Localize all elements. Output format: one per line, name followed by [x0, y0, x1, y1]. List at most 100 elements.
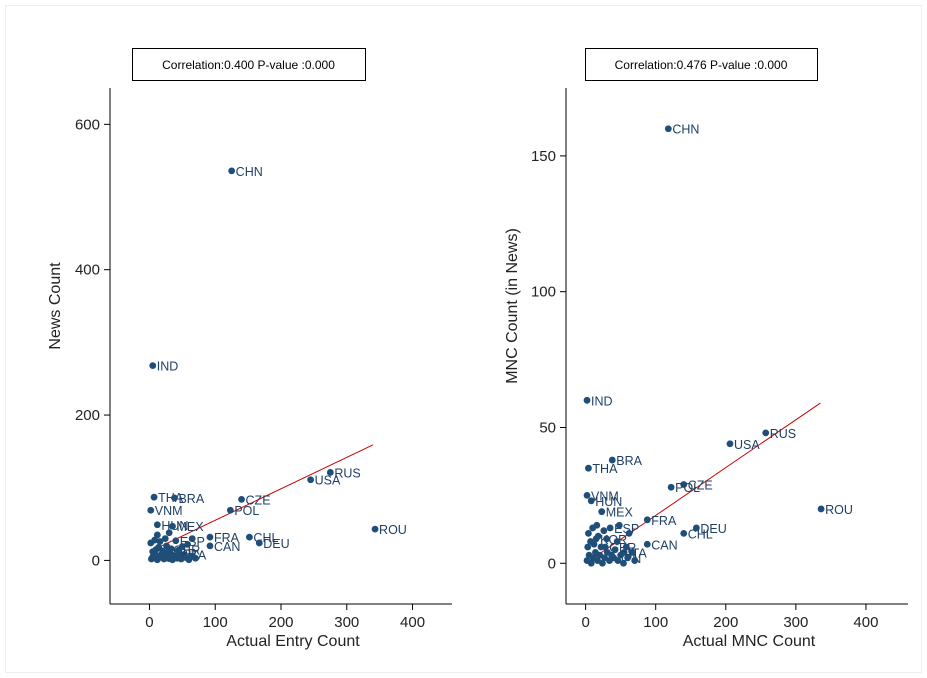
- data-point: [664, 125, 672, 133]
- point-label: CHN: [236, 165, 263, 179]
- data-point: [255, 539, 263, 547]
- data-point: [817, 505, 825, 513]
- point-label: CZE: [246, 493, 271, 507]
- data-point: [600, 527, 608, 535]
- point-label: MEX: [176, 520, 204, 534]
- data-point: [161, 535, 169, 542]
- data-point: [590, 540, 598, 548]
- data-point: [617, 551, 625, 559]
- data-point: [587, 559, 595, 567]
- data-point: [597, 543, 605, 551]
- data-point: [611, 546, 619, 554]
- data-point: [167, 545, 175, 553]
- x-tick-label: 0: [581, 614, 589, 631]
- correlation-box: [585, 48, 818, 81]
- point-label: HUN: [595, 495, 622, 509]
- point-label: POL: [675, 481, 700, 495]
- data-point: [371, 525, 379, 533]
- data-point: [307, 476, 314, 484]
- panel-1: 0 100 200 300 400 0 200 400 600 Actual Entry Coun…: [47, 48, 452, 650]
- data-point: [159, 547, 167, 555]
- point-label: POL: [234, 504, 259, 518]
- point-label: DEU: [700, 522, 726, 536]
- y-tick-label: 200: [75, 407, 100, 424]
- data-point: [667, 483, 675, 491]
- data-point: [594, 532, 602, 540]
- point-label: ROU: [379, 523, 407, 537]
- data-point: [680, 529, 688, 537]
- x-tick-label: 300: [334, 614, 359, 631]
- point-label: CAN: [214, 540, 240, 554]
- point-label: BRA: [616, 454, 642, 468]
- panel-2: 0 100 200 300 400 0 50 100 150 Actual MNC Count MN…: [504, 48, 908, 650]
- data-point: [624, 554, 632, 562]
- data-point: [583, 491, 591, 499]
- data-point: [149, 362, 157, 370]
- data-point: [206, 533, 214, 541]
- y-tick-label: 0: [548, 555, 556, 572]
- data-point: [680, 481, 688, 488]
- y-tick-label: 600: [75, 116, 100, 133]
- y-tick-label: 50: [539, 419, 556, 436]
- data-point: [726, 440, 734, 448]
- point-label: THA: [592, 462, 618, 476]
- x-tick-label: 400: [400, 614, 425, 631]
- data-point: [151, 536, 159, 544]
- data-point: [156, 538, 164, 545]
- data-point: [165, 529, 173, 537]
- data-point: [228, 167, 236, 175]
- x-tick-label: 100: [203, 614, 228, 631]
- data-point: [608, 551, 615, 559]
- data-point: [153, 521, 161, 529]
- fit-line: [585, 402, 821, 564]
- x-tick-label: 400: [853, 614, 878, 631]
- y-axis-label: MNC Count (in News): [504, 228, 521, 384]
- point-label: FRA: [651, 514, 677, 528]
- y-tick-label: 400: [75, 262, 100, 279]
- data-point: [598, 508, 606, 516]
- y-axis-label: News Count: [47, 262, 64, 350]
- data-point: [172, 537, 180, 545]
- data-point: [169, 522, 176, 530]
- x-tick-label: 100: [643, 614, 668, 631]
- point-label: RUS: [334, 466, 360, 480]
- point-label: CHL: [688, 527, 713, 541]
- point-label: RUS: [770, 427, 796, 441]
- y-tick-label: 0: [92, 552, 100, 569]
- figure-frame: [5, 5, 922, 673]
- point-label: USA: [315, 474, 341, 488]
- correlation-box: [132, 48, 366, 81]
- x-axis-label: Actual Entry Count: [226, 633, 360, 650]
- x-axis-label: Actual MNC Count: [683, 633, 816, 650]
- data-point: [762, 429, 770, 437]
- data-point: [620, 559, 627, 567]
- data-point: [613, 538, 621, 545]
- data-point: [608, 456, 616, 464]
- data-point: [246, 533, 253, 541]
- data-point: [178, 543, 186, 550]
- data-point: [643, 540, 651, 548]
- data-point: [171, 494, 178, 502]
- point-label: CAN: [651, 538, 677, 552]
- data-point: [615, 521, 623, 529]
- data-point: [585, 529, 592, 537]
- data-point: [643, 516, 651, 524]
- y-tick-label: 150: [531, 148, 556, 165]
- data-point: [625, 529, 633, 537]
- data-point: [593, 521, 601, 529]
- data-point: [583, 396, 591, 404]
- point-label: CHN: [672, 123, 699, 137]
- x-tick-label: 0: [145, 614, 153, 631]
- data-point: [692, 524, 700, 532]
- point-label: CZE: [688, 479, 713, 493]
- y-tick-label: 100: [531, 284, 556, 301]
- correlation-text: Correlation:0.476 P-value :0.000: [615, 58, 788, 72]
- point-label: IND: [591, 394, 613, 408]
- point-label: VNM: [155, 504, 183, 518]
- fit-line: [149, 444, 374, 553]
- point-label: FRA: [214, 531, 240, 545]
- data-point: [150, 493, 158, 501]
- data-point: [326, 469, 334, 476]
